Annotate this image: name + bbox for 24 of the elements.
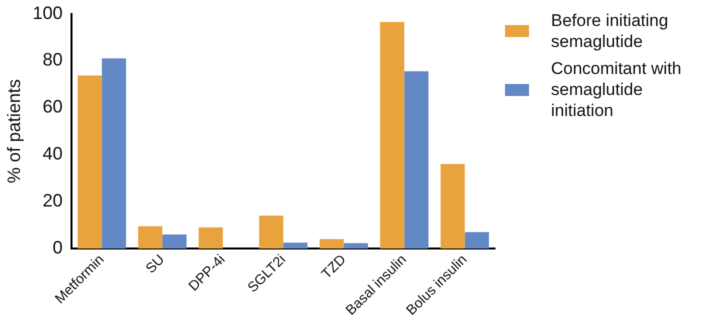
y-tick-label: 100 — [32, 2, 63, 23]
bar — [78, 76, 102, 249]
bar — [198, 227, 223, 249]
bar — [344, 243, 368, 249]
y-tick-label: 20 — [42, 190, 63, 211]
y-axis-title: % of patients — [4, 79, 24, 184]
x-tick-label: SU — [142, 251, 168, 276]
bar — [162, 234, 187, 249]
bar — [102, 58, 126, 249]
bar — [380, 22, 404, 249]
legend-label: Concomitant with semaglutide initiation — [551, 58, 682, 121]
bar — [464, 232, 489, 249]
legend-label: Before initiating semaglutide — [551, 10, 670, 52]
y-tick-label: 60 — [42, 96, 63, 117]
y-tick-label: 0 — [52, 238, 63, 258]
bar — [440, 164, 465, 249]
y-tick-label: 40 — [42, 144, 63, 164]
bar — [259, 216, 284, 249]
bar — [320, 239, 344, 249]
bar — [404, 71, 428, 249]
x-tick-label: TZD — [318, 251, 349, 282]
bar — [283, 242, 308, 249]
y-tick-label: 80 — [42, 50, 63, 70]
bar — [138, 226, 162, 249]
